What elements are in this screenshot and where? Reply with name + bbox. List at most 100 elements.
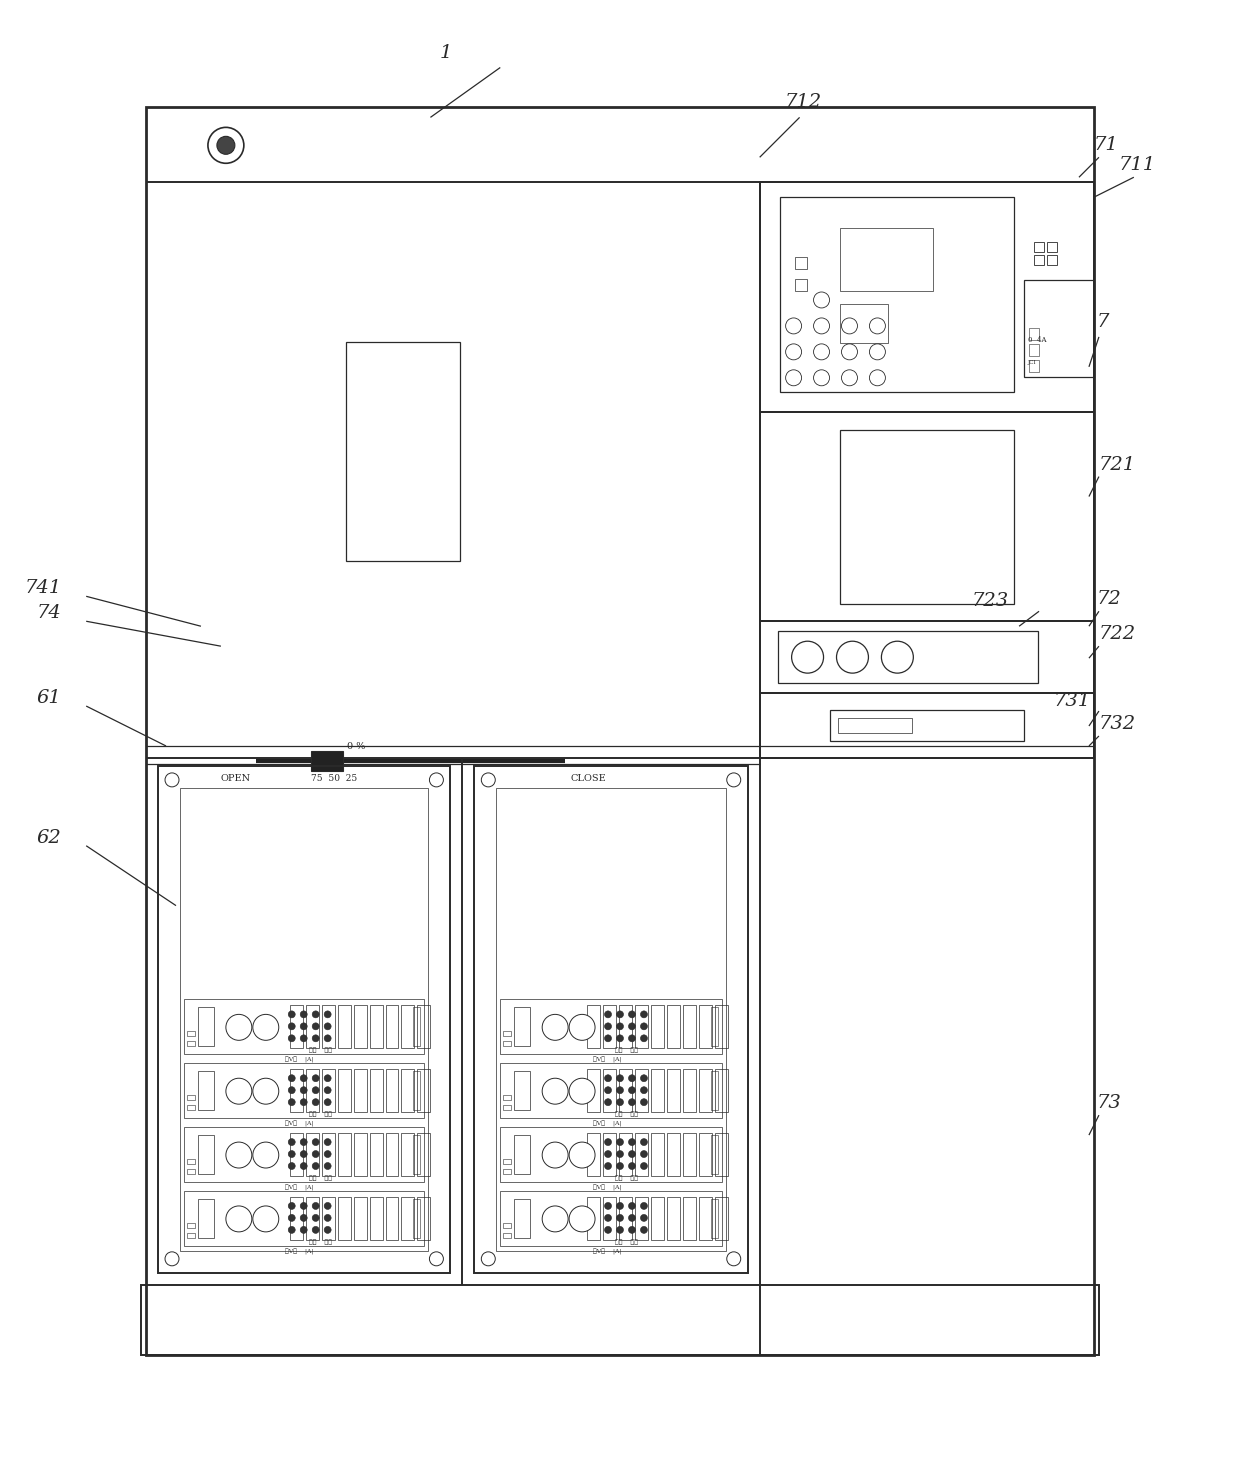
Bar (635, 1196, 649, 1240)
Text: 71: 71 (1094, 136, 1118, 154)
Bar (515, 1135, 531, 1174)
Bar (290, 1133, 303, 1176)
Bar (587, 1196, 600, 1240)
Circle shape (288, 1086, 295, 1094)
Bar (353, 1196, 367, 1240)
Bar (306, 1133, 319, 1176)
Circle shape (288, 1202, 295, 1209)
Text: 712: 712 (785, 94, 822, 111)
Bar (353, 1133, 367, 1176)
Bar (515, 1199, 531, 1237)
Text: 电压    电流: 电压 电流 (309, 1239, 332, 1245)
Circle shape (842, 369, 858, 386)
Bar (503, 1160, 511, 1164)
Bar (386, 1006, 398, 1048)
Bar (290, 1069, 303, 1113)
Circle shape (569, 1014, 595, 1041)
Bar (760, 412, 1094, 622)
Text: （V）    |A|: （V） |A| (593, 1121, 621, 1127)
Text: 电压    电流: 电压 电流 (615, 1048, 639, 1053)
Bar (386, 1196, 398, 1240)
Bar (413, 1007, 420, 1047)
Bar (337, 1196, 351, 1240)
Circle shape (217, 136, 234, 154)
Circle shape (324, 1012, 331, 1017)
Circle shape (629, 1075, 635, 1082)
Circle shape (629, 1098, 635, 1105)
Circle shape (640, 1098, 647, 1105)
Circle shape (300, 1086, 308, 1094)
Bar (651, 1069, 663, 1113)
Bar (651, 1196, 663, 1240)
Bar (418, 1069, 430, 1113)
Text: 72: 72 (1097, 591, 1122, 608)
Circle shape (605, 1139, 611, 1145)
Bar (795, 257, 806, 268)
Bar (711, 1199, 718, 1237)
Text: 0 %: 0 % (347, 742, 365, 752)
Bar (760, 622, 1094, 693)
Text: 0  4A: 0 4A (1028, 336, 1047, 345)
Bar (402, 1196, 414, 1240)
Bar (619, 1133, 632, 1176)
Bar (1029, 345, 1039, 356)
Bar (198, 1072, 215, 1110)
Circle shape (605, 1012, 611, 1017)
Text: 74: 74 (36, 604, 61, 622)
Text: 73: 73 (1097, 1094, 1122, 1113)
Bar (370, 1133, 382, 1176)
Bar (587, 1069, 600, 1113)
Bar (500, 1000, 722, 1054)
Bar (311, 751, 342, 771)
Circle shape (616, 1098, 624, 1105)
Text: （V）    |A|: （V） |A| (285, 1185, 314, 1190)
Circle shape (869, 318, 885, 334)
Circle shape (616, 1075, 624, 1082)
Circle shape (605, 1202, 611, 1209)
Circle shape (605, 1035, 611, 1042)
Bar (667, 1196, 680, 1240)
Circle shape (324, 1086, 331, 1094)
Text: 75  50  25: 75 50 25 (311, 774, 357, 783)
Text: 电压    电流: 电压 电流 (615, 1176, 639, 1180)
Bar (1029, 328, 1039, 340)
Bar (321, 1006, 335, 1048)
Text: 62: 62 (36, 828, 61, 847)
Bar (795, 279, 806, 290)
Bar (635, 1069, 649, 1113)
Circle shape (616, 1035, 624, 1042)
Circle shape (226, 1078, 252, 1104)
Circle shape (324, 1098, 331, 1105)
Circle shape (288, 1075, 295, 1082)
Circle shape (629, 1139, 635, 1145)
Circle shape (324, 1035, 331, 1042)
Circle shape (640, 1086, 647, 1094)
Circle shape (569, 1207, 595, 1231)
Circle shape (300, 1151, 308, 1158)
Bar (418, 1133, 430, 1176)
Text: （V）    |A|: （V） |A| (285, 1057, 314, 1063)
Circle shape (542, 1207, 568, 1231)
Circle shape (288, 1139, 295, 1145)
Circle shape (727, 1252, 740, 1265)
Circle shape (226, 1014, 252, 1041)
Circle shape (324, 1023, 331, 1029)
Circle shape (616, 1151, 624, 1158)
Circle shape (569, 1142, 595, 1168)
Circle shape (640, 1163, 647, 1170)
Bar (699, 1133, 712, 1176)
Bar (141, 1284, 1099, 1355)
Bar (500, 1127, 722, 1182)
Bar (780, 198, 1013, 391)
Bar (760, 693, 1094, 758)
Bar (353, 1069, 367, 1113)
Bar (386, 1069, 398, 1113)
Circle shape (869, 345, 885, 359)
Bar (515, 1072, 531, 1110)
Bar (839, 305, 888, 343)
Bar (714, 1196, 728, 1240)
Circle shape (324, 1139, 331, 1145)
Circle shape (288, 1035, 295, 1042)
Text: 电压    电流: 电压 电流 (615, 1111, 639, 1117)
Bar (503, 1168, 511, 1174)
